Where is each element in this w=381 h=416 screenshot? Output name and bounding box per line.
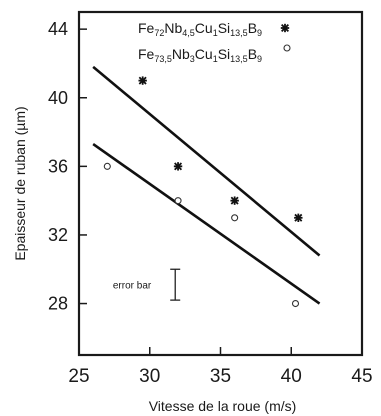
- legend-marker-2: [283, 44, 291, 52]
- data-point-series-2: [231, 214, 239, 222]
- error-bar-annotation: error bar: [113, 268, 181, 301]
- data-point-series-1: [138, 76, 147, 85]
- y-tick-label: 28: [48, 294, 68, 314]
- trend-line-2: [92, 142, 321, 305]
- data-point-series-1: [173, 162, 183, 171]
- x-tick-label: 45: [351, 366, 372, 387]
- y-tick-label: 36: [48, 156, 68, 176]
- data-point-series-2: [291, 299, 300, 308]
- data-point-series-2: [103, 162, 111, 170]
- trend-lines: [92, 65, 321, 305]
- data-points: [103, 76, 303, 308]
- data-point-series-1: [230, 196, 239, 205]
- legend-entry-2: Fe73,5Nb3Cu1Si13,5B9: [138, 46, 262, 64]
- legend-marker-1: [280, 23, 290, 33]
- x-tick-label: 30: [139, 366, 160, 387]
- y-tick-label: 44: [48, 19, 68, 39]
- error-bar-label: error bar: [113, 281, 152, 292]
- data-point-series-1: [294, 213, 303, 222]
- x-axis-label: Vitesse de la roue (m/s): [149, 398, 297, 414]
- y-tick-label: 32: [48, 225, 68, 245]
- legend: Fe72Nb4,5Cu1Si13,5B9 Fe73,5Nb3Cu1Si13,5B9: [138, 20, 291, 64]
- trend-line-1: [92, 65, 321, 257]
- data-point-series-2: [174, 197, 182, 205]
- x-tick-label: 40: [281, 366, 302, 387]
- x-tick-label: 25: [68, 366, 89, 387]
- y-axis-label: Epaisseur de ruban (µm): [12, 106, 28, 260]
- y-tick-label: 40: [48, 88, 68, 108]
- axis-ticks: 25 30 35 40 45 28 32 36 40 44: [48, 19, 373, 387]
- x-tick-label: 35: [210, 366, 231, 387]
- legend-entry-1: Fe72Nb4,5Cu1Si13,5B9: [138, 20, 262, 38]
